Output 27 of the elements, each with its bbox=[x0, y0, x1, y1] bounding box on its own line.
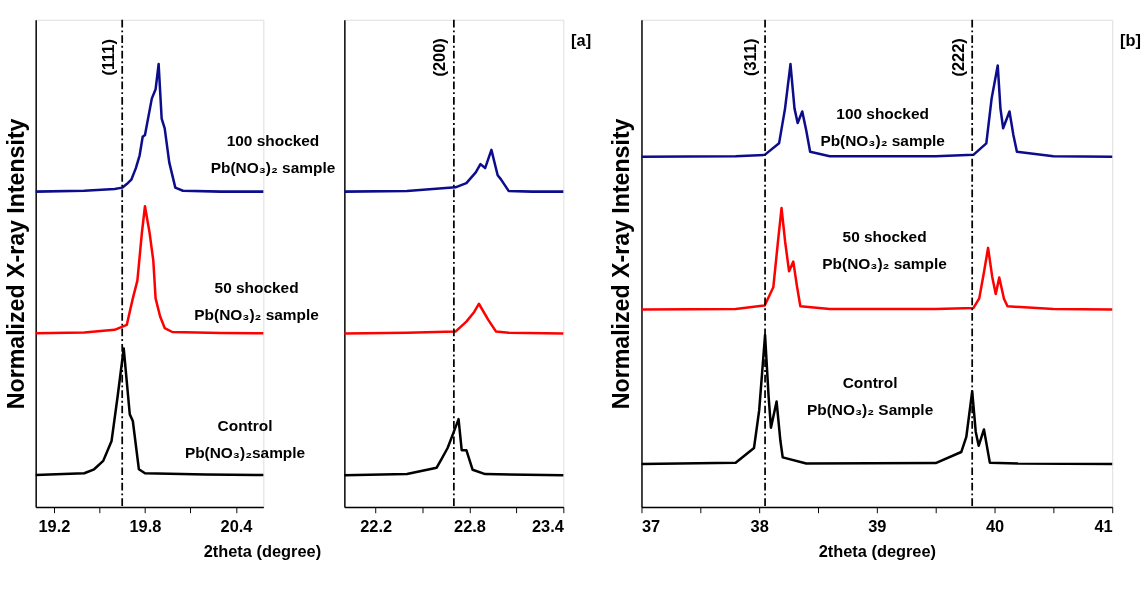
annotation: (111) bbox=[98, 39, 117, 76]
y-axis-title: Normalized X-ray Intensity bbox=[608, 118, 635, 410]
series-label: 50 shocked Pb(NO₃)₂ sample bbox=[822, 228, 948, 273]
x-tick-label: 19.2 bbox=[38, 516, 71, 535]
x-tick-label: 22.8 bbox=[454, 516, 486, 535]
x-tick-label: 20.4 bbox=[220, 516, 254, 535]
x-tick-label: 38 bbox=[750, 516, 769, 535]
annotation: (222) bbox=[948, 38, 967, 77]
x-tick-label: 41 bbox=[1094, 516, 1113, 535]
x-tick-label: 39 bbox=[868, 516, 887, 535]
annotation: (311) bbox=[741, 38, 760, 76]
x-tick-label: 19.8 bbox=[129, 516, 162, 535]
x-tick-label: 23.4 bbox=[531, 516, 565, 535]
text: [a] bbox=[571, 30, 592, 49]
series-label: Control Pb(NO₃)₂ Sample bbox=[806, 373, 934, 418]
series-label: 100 shocked Pb(NO₃)₂ sample bbox=[820, 105, 946, 150]
text: (200) bbox=[430, 38, 449, 77]
x-tick-label: 40 bbox=[985, 516, 1005, 535]
x-tick-label: 37 bbox=[641, 516, 661, 535]
x-axis-title: 2theta (degree) bbox=[203, 541, 322, 560]
x-tick-label: 22.2 bbox=[360, 516, 393, 535]
text: [b] bbox=[1119, 30, 1141, 49]
series-label: Control Pb(NO₃)₂sample bbox=[184, 417, 306, 462]
y-axis-title: Normalized X-ray Intensity bbox=[2, 118, 29, 410]
series-label: 50 shocked Pb(NO₃)₂ sample bbox=[194, 279, 320, 324]
x-axis-title: 2theta (degree) bbox=[818, 541, 937, 560]
series-label: 100 shocked Pb(NO₃)₂ sample bbox=[210, 131, 336, 176]
